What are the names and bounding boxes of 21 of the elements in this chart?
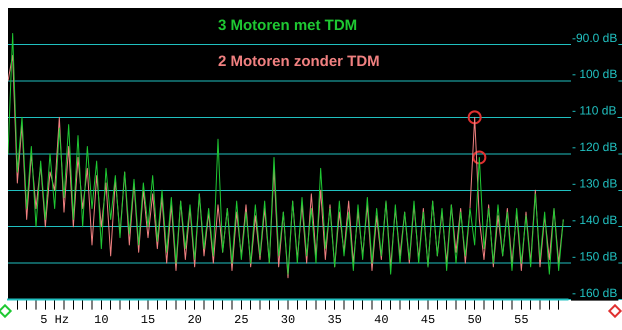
- y-tick-label: - 110 dB: [572, 104, 616, 118]
- text: 3 Motoren met TDM: [218, 17, 358, 34]
- x-tick-label: 55: [514, 312, 529, 327]
- y-tick-label: - 100 dB: [572, 67, 618, 82]
- y-tick-label: - 140 dB: [572, 213, 618, 228]
- y-tick-label: - 160 dB: [572, 286, 618, 300]
- y-tick-label: - 120 dB: [572, 140, 618, 154]
- x-tick-label: 10: [94, 312, 109, 327]
- x-tick-label: 40: [374, 312, 389, 327]
- x-tick-label: 5 Hz: [40, 312, 70, 327]
- x-tick-label: 30: [280, 312, 296, 327]
- y-tick-label: -90.0 dB: [572, 30, 618, 45]
- x-tick-label: 35: [327, 312, 342, 327]
- x-tick-label: 20: [187, 312, 202, 327]
- text: 2 Motoren zonder TDM: [218, 53, 380, 70]
- x-tick-label: 25: [234, 312, 249, 327]
- x-tick-label: 45: [420, 312, 436, 327]
- x-tick-label: 15: [140, 312, 156, 327]
- y-tick-label: - 130 dB: [572, 176, 618, 191]
- y-tick-label: - 150 dB: [572, 249, 618, 264]
- x-tick-label: 50: [467, 312, 482, 327]
